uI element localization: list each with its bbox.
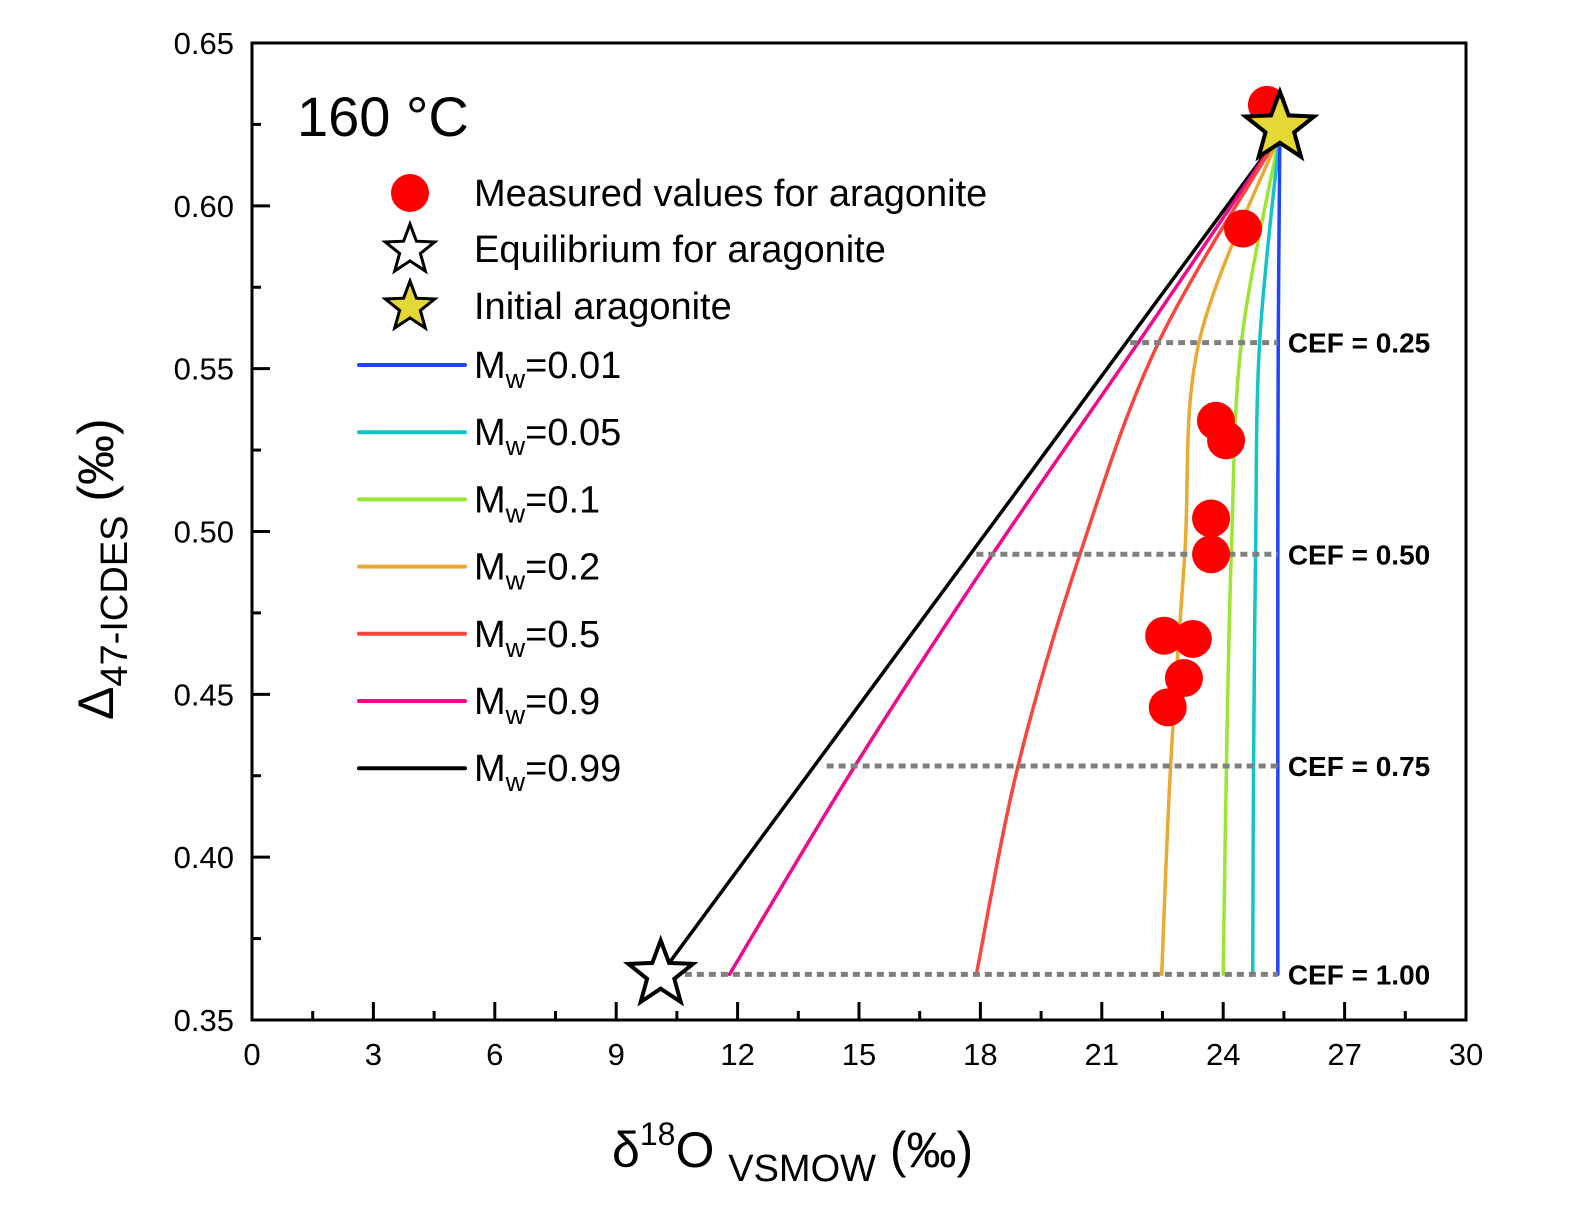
measured-point bbox=[1148, 688, 1187, 727]
cef-label: CEF = 1.00 bbox=[1288, 959, 1430, 990]
measured-point bbox=[1224, 209, 1263, 248]
y-tick-label: 0.35 bbox=[174, 1003, 234, 1038]
x-axis-title-unit: (‰) bbox=[876, 1122, 973, 1178]
y-tick-label: 0.55 bbox=[174, 352, 234, 387]
measured-point bbox=[1192, 535, 1231, 574]
legend-series-label: Mw=0.05 bbox=[474, 412, 621, 461]
legend-series-label: Mw=0.1 bbox=[474, 479, 600, 528]
equilibrium-star-icon bbox=[622, 934, 699, 1007]
x-axis-title-o: O bbox=[675, 1122, 728, 1178]
cef-lines: CEF = 0.25 CEF = 0.50 CEF = 0.75 CEF = 1.00 bbox=[672, 328, 1430, 990]
legend-initial-label: Initial aragonite bbox=[474, 286, 732, 328]
x-tick-label: 12 bbox=[720, 1037, 754, 1072]
x-tick-label: 21 bbox=[1085, 1037, 1119, 1072]
curve-mw-0-01 bbox=[1276, 132, 1282, 977]
curve-mw-0-5 bbox=[974, 132, 1282, 977]
x-tick-label: 24 bbox=[1206, 1037, 1240, 1072]
x-tick-label: 3 bbox=[365, 1037, 382, 1072]
measured-point bbox=[1173, 619, 1212, 658]
cef-label: CEF = 0.50 bbox=[1288, 539, 1430, 570]
x-axis-title-sup: 18 bbox=[640, 1116, 676, 1152]
legend-series-label: Mw=0.2 bbox=[474, 547, 600, 596]
x-axis-title-sub: VSMOW bbox=[728, 1148, 876, 1190]
y-axis-title-unit: (‰) bbox=[68, 418, 124, 515]
temperature-annotation: 160 °C bbox=[297, 85, 469, 148]
legend-measured-icon bbox=[391, 174, 429, 212]
x-tick-label: 6 bbox=[486, 1037, 503, 1072]
y-tick-label: 0.60 bbox=[174, 189, 234, 224]
legend-measured-label: Measured values for aragonite bbox=[474, 173, 987, 215]
cef-label: CEF = 0.75 bbox=[1288, 751, 1430, 782]
measured-point bbox=[1164, 659, 1203, 698]
legend-equilibrium-label: Equilibrium for aragonite bbox=[474, 229, 886, 271]
x-axis-title: δ18O VSMOW (‰) bbox=[612, 1116, 973, 1190]
y-axis-title: Δ47-ICDES (‰) bbox=[68, 418, 136, 720]
measured-points bbox=[1145, 85, 1286, 727]
legend-series-label: Mw=0.01 bbox=[474, 345, 621, 394]
legend: Measured values for aragonite Equilibrium… bbox=[357, 173, 987, 797]
legend-equilibrium-star-icon bbox=[381, 219, 439, 275]
measured-point bbox=[1192, 499, 1231, 538]
x-tick-label: 27 bbox=[1327, 1037, 1361, 1072]
x-tick-label: 0 bbox=[243, 1037, 260, 1072]
y-axis-title-delta: Δ bbox=[68, 687, 124, 720]
y-tick-label: 0.50 bbox=[174, 515, 234, 550]
measured-point bbox=[1145, 616, 1184, 655]
x-tick-label: 18 bbox=[963, 1037, 997, 1072]
measured-point bbox=[1207, 421, 1246, 460]
x-axis-title-delta: δ bbox=[612, 1122, 640, 1178]
legend-series-label: Mw=0.9 bbox=[474, 681, 600, 730]
legend-series-label: Mw=0.5 bbox=[474, 614, 600, 663]
x-tick-label: 15 bbox=[842, 1037, 876, 1072]
star-markers bbox=[622, 85, 1320, 1007]
legend-series-label: Mw=0.99 bbox=[474, 748, 621, 797]
cef-label: CEF = 0.25 bbox=[1288, 328, 1430, 359]
axes bbox=[250, 41, 1468, 1022]
y-tick-label: 0.45 bbox=[174, 677, 234, 712]
y-axis-title-sub: 47-ICDES bbox=[94, 516, 136, 687]
x-tick-label: 9 bbox=[608, 1037, 625, 1072]
y-tick-label: 0.65 bbox=[174, 26, 234, 61]
legend-initial-star-icon bbox=[381, 276, 439, 332]
initial-star-icon bbox=[1240, 85, 1320, 162]
curve-mw-0-99 bbox=[658, 132, 1282, 977]
x-tick-label: 30 bbox=[1449, 1037, 1483, 1072]
y-tick-label: 0.40 bbox=[174, 840, 234, 875]
tick-labels: 0 3 6 9 12 15 18 21 24 27 30 0.35 0.40 0.45 0.50 0.55 0.… bbox=[174, 26, 1484, 1072]
